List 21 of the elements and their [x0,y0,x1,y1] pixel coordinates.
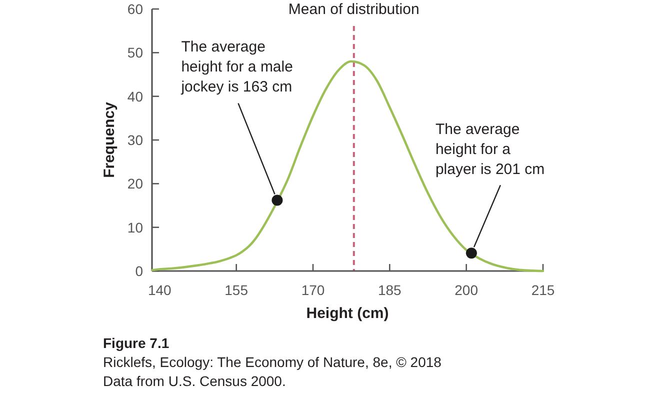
caption: Figure 7.1 [103,335,170,351]
x-tick-label: 140 [148,282,172,298]
ref-line-label: Mean of distribution [288,1,420,18]
y-axis-title: Frequency [101,101,118,178]
text: Ricklefs, Ecology: The Economy of Nature, 8e, © 2018 [103,354,442,370]
annotation: The average height for a player is 201 cm [435,121,545,178]
x-tick-label: 170 [301,282,325,298]
y-tick-label: 60 [127,1,144,17]
y-tick-label: 0 [135,263,144,279]
x-tick-label: 200 [454,282,478,298]
y-tick-label: 10 [127,219,144,236]
x-axis-title: Height (cm) [306,305,389,322]
x-tick-label: 215 [531,282,555,298]
y-tick-label: 20 [127,176,144,192]
y-tick-label: 30 [127,132,144,148]
text: Data from U.S. Census 2000. [103,373,286,389]
x-tick-label: 155 [224,282,248,298]
y-tick-label: 50 [127,44,144,61]
x-tick-label: 185 [378,282,402,298]
annotation: The average height for a male jockey is 163 cm [180,38,293,96]
y-tick-label: 40 [127,88,144,104]
